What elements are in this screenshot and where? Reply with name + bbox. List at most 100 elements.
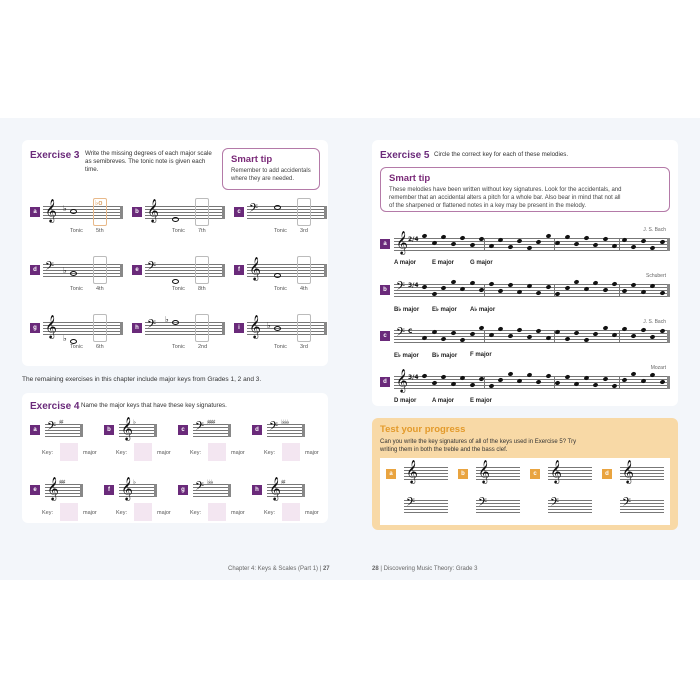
staff: 𝄞 ♭ (119, 476, 157, 500)
note (658, 379, 666, 385)
answer-box[interactable] (297, 198, 311, 226)
staff-line (247, 264, 327, 265)
staff-line (476, 470, 520, 471)
major-label: major (83, 450, 97, 456)
key-option[interactable]: B♭ major (432, 353, 458, 359)
tonic-label: Tonic (172, 228, 185, 234)
key-option[interactable]: E♭ major (394, 353, 419, 359)
staff: 𝄞 (145, 198, 225, 226)
staff-line (43, 273, 123, 274)
item-label: c (234, 207, 244, 217)
end-barline (228, 484, 231, 497)
answer-box[interactable] (93, 314, 107, 342)
exercise5-instruction: Circle the correct key for each of these… (434, 151, 569, 158)
key-option[interactable]: G major (470, 260, 493, 266)
staff-line (394, 388, 670, 389)
staff-line (45, 484, 83, 485)
end-barline (222, 322, 225, 335)
item-label: b (458, 469, 468, 479)
staff-line (404, 476, 448, 477)
answer-box[interactable] (297, 256, 311, 284)
exercise4-title: Exercise 4 (30, 401, 80, 412)
staff-line (404, 479, 448, 480)
item-label: e (30, 485, 40, 495)
tonic-note (274, 273, 281, 278)
staff-line (476, 509, 520, 510)
tonic-note (172, 217, 179, 222)
flat-icon: ♭ (165, 315, 169, 324)
staff: 𝄢 (476, 496, 520, 513)
tonic-note (70, 209, 77, 214)
bass-clef-icon: 𝄢 (478, 496, 488, 512)
major-label: major (305, 450, 319, 456)
answer-box[interactable] (93, 256, 107, 284)
end-barline (222, 206, 225, 219)
key-answer-box[interactable] (60, 503, 78, 521)
staff-line (119, 496, 157, 497)
staff-line (43, 276, 123, 277)
note (449, 330, 457, 336)
key-option[interactable]: E♭ major (432, 307, 457, 313)
barline (554, 284, 555, 297)
item-label: h (252, 485, 262, 495)
staff-line (45, 493, 83, 494)
staff-line (193, 493, 231, 494)
key-label: Key: (42, 510, 54, 516)
key-label: Key: (116, 510, 128, 516)
key-option[interactable]: B♭ major (394, 307, 420, 313)
note (506, 244, 514, 250)
treble-clef-icon: 𝄞 (622, 459, 634, 483)
staff-line (193, 484, 231, 485)
key-answer-box[interactable] (134, 443, 152, 461)
answer-box[interactable] (195, 198, 209, 226)
key-option[interactable]: E major (470, 398, 493, 404)
staff-line (119, 490, 157, 491)
note (535, 379, 542, 385)
tonic-label: Tonic (70, 344, 83, 350)
staff-line (548, 509, 592, 510)
key-option[interactable]: F major (470, 352, 492, 358)
staff-line (267, 430, 305, 431)
key-option[interactable]: A♭ major (470, 307, 496, 313)
answer-box[interactable] (195, 256, 209, 284)
staff-line (45, 427, 83, 428)
answer-box[interactable] (297, 314, 311, 342)
smart-tip: Smart tip Remember to add accidentals wh… (222, 148, 320, 190)
key-option[interactable]: D major (394, 398, 417, 404)
key-answer-box[interactable] (208, 503, 226, 521)
staff-line (404, 509, 448, 510)
staff-line (394, 382, 670, 383)
key-option[interactable]: E major (432, 260, 455, 266)
tonic-label: Tonic (274, 286, 287, 292)
answer-box[interactable]: ♭o (93, 198, 107, 226)
tonic-note (172, 320, 179, 325)
composer: J. S. Bach (643, 319, 666, 325)
key-label: Key: (116, 450, 128, 456)
staff-line (267, 436, 305, 437)
key-answer-box[interactable] (134, 503, 152, 521)
treble-clef-icon: 𝄞 (396, 368, 408, 392)
key-answer-box[interactable] (282, 443, 300, 461)
tonic-note (70, 339, 77, 344)
key-option[interactable]: A major (432, 398, 455, 404)
key-answer-box[interactable] (282, 503, 300, 521)
staff-line (247, 209, 327, 210)
note (544, 284, 552, 290)
staff-line (45, 424, 83, 425)
key-answer-box[interactable] (60, 443, 78, 461)
key-signature: ♯♯ (59, 419, 64, 426)
key-option[interactable]: A major (394, 260, 417, 266)
tonic-label: Tonic (274, 228, 287, 234)
key-answer-box[interactable] (208, 443, 226, 461)
staff-line (267, 487, 305, 488)
answer-box[interactable] (195, 314, 209, 342)
staff-line (119, 424, 157, 425)
staff: 𝄢 3/4 (394, 279, 670, 297)
barline (619, 238, 620, 251)
staff-line (193, 490, 231, 491)
note (639, 327, 647, 333)
staff-line (548, 476, 592, 477)
note (449, 241, 457, 247)
note (468, 382, 476, 388)
tonic-label: Tonic (274, 344, 287, 350)
